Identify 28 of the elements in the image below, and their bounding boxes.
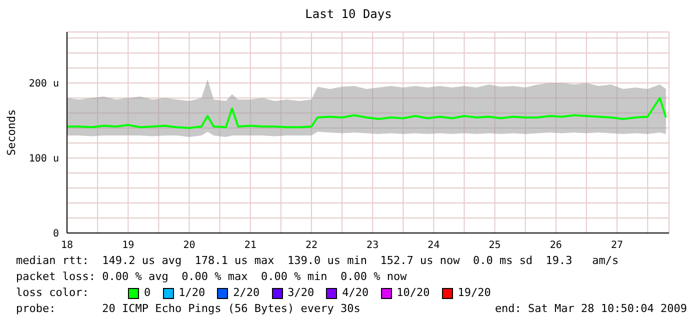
legend-label: 2/20 (232, 285, 260, 301)
text: end: Sat Mar 28 10:50:04 2009 (494, 301, 687, 317)
x-tick-label: 26 (550, 240, 562, 252)
x-tick-label: 24 (428, 240, 440, 252)
chart-title: Last 10 Days (304, 7, 393, 21)
text: median rtt: 149.2 us avg 178.1 us max 139.0 us min 152.7 us now 0.0 ms sd 19.3 am/s (16, 253, 620, 269)
y-tick-label: 200 u (28, 78, 59, 90)
y-tick-label: 100 u (28, 154, 59, 165)
legend-label: 10/20 (396, 285, 430, 301)
x-tick-label: 25 (488, 240, 501, 252)
legend-label: 4/20 (341, 285, 369, 301)
x-tick-label: 21 (244, 240, 256, 252)
text: probe: 20 ICMP Echo Pings (56 Bytes) every 30s (16, 301, 360, 317)
x-tick-label: 23 (366, 240, 379, 252)
text: packet loss: 0.00 % avg 0.00 % max 0.00 % min 0.00 % now (16, 269, 408, 285)
legend-label: 1/20 (178, 285, 206, 301)
y-axis-title: Seconds (4, 109, 18, 156)
x-tick-label: 27 (611, 240, 624, 252)
x-tick-label: 22 (305, 240, 318, 252)
x-tick-label: 20 (183, 240, 196, 252)
legend-label: 0 (143, 285, 151, 301)
x-tick-label: 18 (60, 240, 74, 252)
legend-title: loss color: (16, 285, 90, 301)
line-series (67, 97, 667, 129)
y-tick-label: 0 (52, 228, 59, 240)
legend-label: 3/20 (286, 285, 314, 301)
legend-label: 19/20 (456, 285, 491, 301)
x-tick-label: 19 (122, 240, 134, 252)
